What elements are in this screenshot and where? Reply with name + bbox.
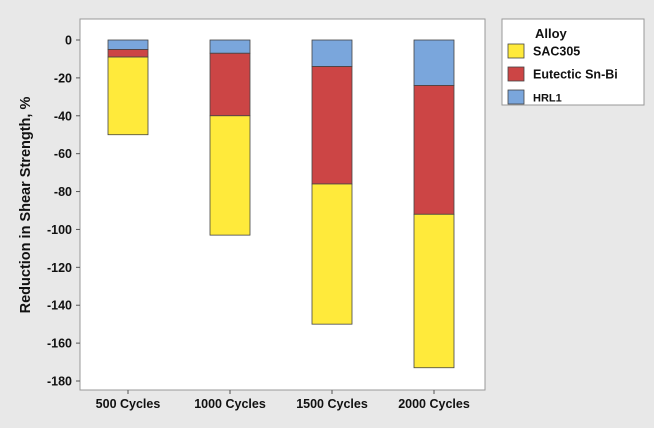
bar-segment [209, 115, 251, 236]
legend-swatch [507, 66, 525, 82]
y-tick-label: -100 [47, 223, 72, 237]
x-tick-label: 2000 Cycles [398, 397, 470, 411]
y-tick-label: -20 [54, 71, 72, 85]
legend-label: SAC305 [533, 45, 580, 59]
x-tick-label: 1500 Cycles [296, 397, 368, 411]
y-tick-label: -140 [47, 299, 72, 313]
x-axis: 500 Cycles 1000 Cycles 1500 Cycles 2000 Cyc… [96, 390, 470, 411]
y-tick-label: -80 [54, 185, 72, 199]
legend-swatch [507, 89, 525, 105]
x-tick-label: 500 Cycles [96, 397, 161, 411]
bar-segment [311, 183, 353, 325]
y-axis: 0 -20 -40 -60 -80 -100 -120 -140 -160 -180 [47, 34, 80, 389]
y-tick-label: -160 [47, 337, 72, 351]
y-tick-label: 0 [65, 34, 72, 48]
legend-box [501, 18, 645, 106]
legend-label: HRL1 [533, 93, 562, 105]
bar-segment [311, 66, 353, 185]
bar-segment [107, 56, 149, 136]
y-axis-title: Reduction in Shear Strength, % [18, 97, 34, 314]
bar-segment [107, 49, 149, 58]
legend-label: Eutectic Sn-Bi [533, 68, 618, 82]
bars [107, 39, 455, 369]
y-tick-label: -120 [47, 261, 72, 275]
y-tick-label: -60 [54, 147, 72, 161]
y-tick-label: -180 [47, 375, 72, 389]
bar-segment [413, 213, 455, 369]
y-tick-label: -40 [54, 109, 72, 123]
x-tick-label: 1000 Cycles [194, 397, 266, 411]
legend: Alloy SAC305 Eutectic Sn-Bi HRL1 [501, 18, 645, 106]
bar-segment [209, 39, 251, 54]
bar-segment [413, 39, 455, 86]
legend-title: Alloy [535, 26, 568, 41]
bar-segment [209, 52, 251, 117]
bar-segment [413, 85, 455, 215]
bar-segment [107, 39, 149, 50]
legend-swatch [507, 43, 525, 59]
bar-segment [311, 39, 353, 67]
